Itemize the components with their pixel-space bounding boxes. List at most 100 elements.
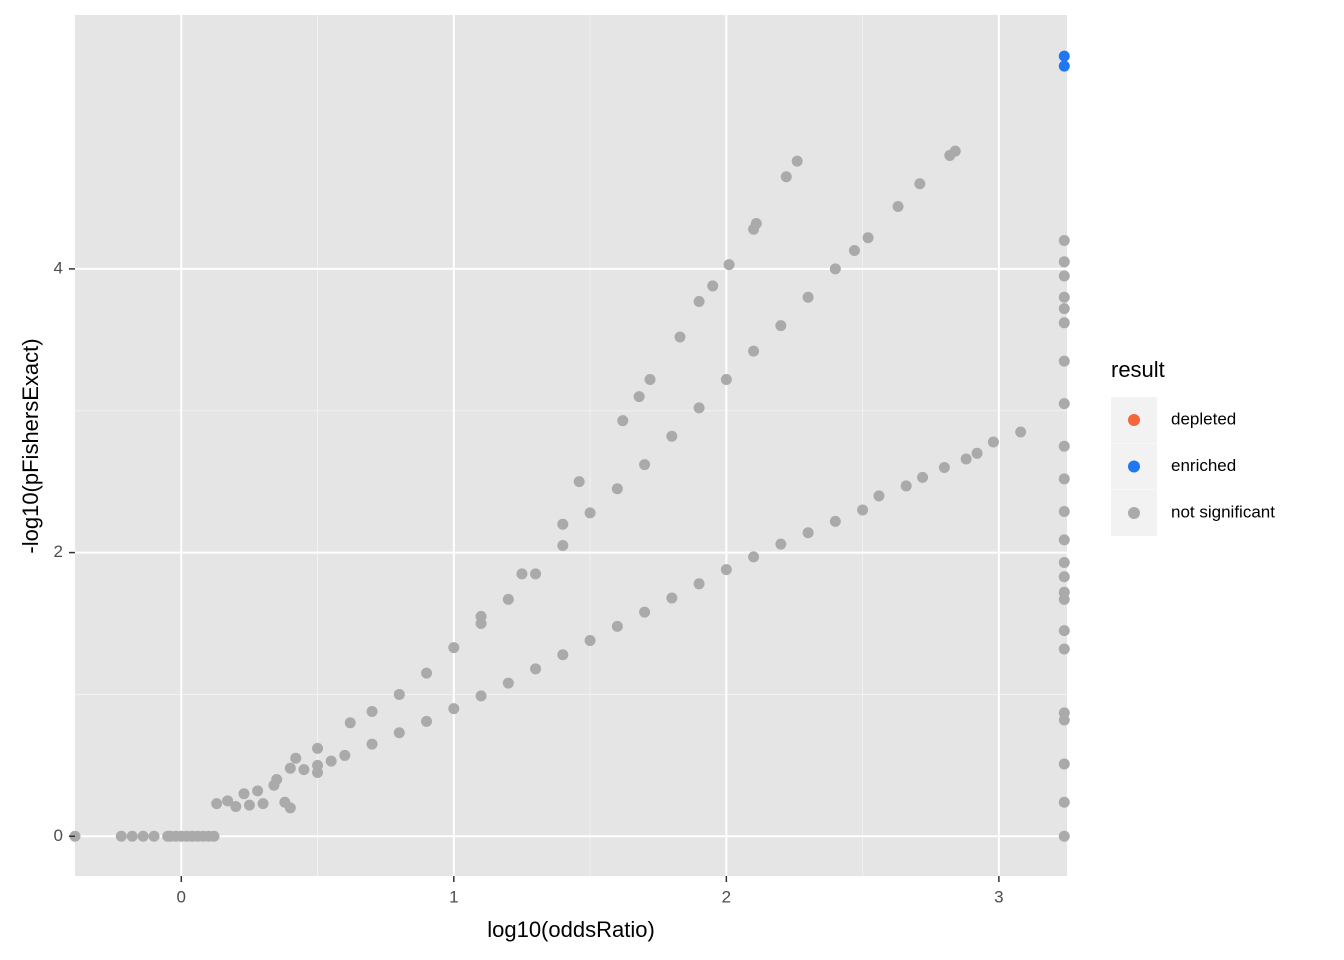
point: [1058, 557, 1070, 569]
point: [339, 749, 351, 761]
point: [802, 291, 814, 303]
point: [290, 752, 302, 764]
point: [971, 447, 983, 459]
point: [938, 461, 950, 473]
point: [862, 232, 874, 244]
point: [1058, 625, 1070, 637]
point: [137, 830, 149, 842]
point: [1058, 505, 1070, 517]
axes: 0 1 2 3 0 2 4: [54, 258, 1004, 906]
point: [693, 296, 705, 308]
point: [1058, 586, 1070, 598]
point: [475, 610, 487, 622]
point: [639, 459, 651, 471]
legend: result depleted enriched not significant: [1111, 357, 1275, 536]
point: [1058, 758, 1070, 770]
point: [393, 727, 405, 739]
point: [230, 800, 242, 812]
legend-swatch: [1128, 507, 1140, 519]
panel: [75, 15, 1067, 876]
y-tick-label: 2: [54, 542, 63, 561]
point: [873, 490, 885, 502]
point: [1058, 256, 1070, 268]
point: [1058, 317, 1070, 329]
point: [748, 551, 760, 563]
point: [611, 620, 623, 632]
point: [312, 742, 324, 754]
point: [148, 830, 160, 842]
point: [257, 798, 269, 810]
point: [1058, 707, 1070, 719]
point: [1058, 473, 1070, 485]
point: [693, 402, 705, 414]
point: [666, 430, 678, 442]
point: [1058, 796, 1070, 808]
point: [243, 799, 255, 811]
point: [617, 415, 629, 427]
point: [644, 374, 656, 386]
point: [639, 606, 651, 618]
x-tick-label: 1: [449, 887, 458, 906]
point: [1058, 235, 1070, 247]
x-tick-label: 2: [722, 887, 731, 906]
grid: [75, 15, 1067, 876]
legend-swatch: [1128, 460, 1140, 473]
x-axis-title: log10(oddsRatio): [487, 917, 655, 942]
point: [530, 663, 542, 675]
point: [344, 717, 356, 729]
point: [1058, 398, 1070, 410]
point: [1058, 440, 1070, 452]
legend-title: result: [1111, 357, 1165, 382]
point: [723, 259, 735, 271]
legend-label: enriched: [1171, 456, 1236, 475]
point: [666, 592, 678, 604]
point: [707, 280, 719, 292]
point: [557, 649, 569, 661]
point: [1058, 60, 1070, 72]
point: [1058, 270, 1070, 282]
point: [366, 738, 378, 750]
point: [720, 374, 732, 386]
point: [949, 145, 961, 157]
x-tick-label: 3: [994, 887, 1003, 906]
point: [1058, 291, 1070, 303]
point: [1058, 643, 1070, 655]
point: [448, 642, 460, 654]
point: [829, 263, 841, 275]
point: [633, 391, 645, 403]
point: [573, 476, 585, 488]
point: [720, 564, 732, 576]
point: [448, 703, 460, 715]
point: [900, 480, 912, 492]
point: [298, 764, 310, 776]
point: [802, 527, 814, 539]
point: [421, 667, 433, 679]
x-tick-label: 0: [177, 887, 186, 906]
point: [284, 802, 296, 814]
point: [917, 471, 929, 483]
point: [584, 507, 596, 519]
point: [987, 436, 999, 448]
point: [475, 690, 487, 702]
point: [829, 515, 841, 527]
legend-swatch: [1128, 414, 1140, 426]
point: [211, 798, 223, 810]
legend-label: depleted: [1171, 409, 1236, 428]
point: [530, 568, 542, 580]
point: [750, 218, 762, 230]
point: [584, 635, 596, 647]
point: [1058, 830, 1070, 842]
legend-label: not significant: [1171, 502, 1275, 521]
point: [421, 715, 433, 727]
point: [1058, 534, 1070, 546]
point: [284, 762, 296, 774]
point: [516, 568, 528, 580]
point: [271, 774, 283, 786]
point: [693, 578, 705, 590]
point: [502, 677, 514, 689]
point: [208, 830, 220, 842]
point: [312, 759, 324, 771]
point: [222, 795, 234, 807]
point: [857, 504, 869, 516]
